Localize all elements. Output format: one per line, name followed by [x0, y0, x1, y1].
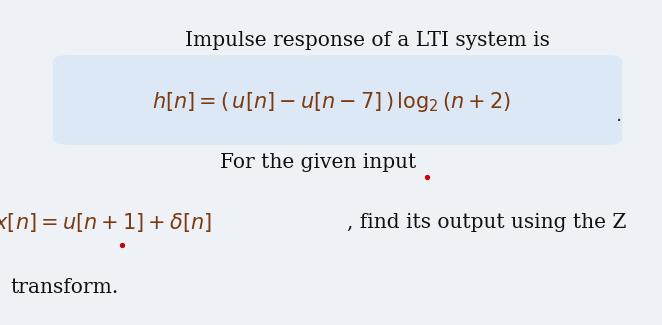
- Text: transform.: transform.: [10, 278, 118, 297]
- Text: $x[n] = u[n+1] + \delta[n]$: $x[n] = u[n+1] + \delta[n]$: [0, 211, 212, 234]
- Text: Impulse response of a LTI system is: Impulse response of a LTI system is: [185, 31, 550, 50]
- Text: $h[n] = (\,u[n] - u[n-7]\,)\,\log_2(n+2)$: $h[n] = (\,u[n] - u[n-7]\,)\,\log_2(n+2)…: [152, 90, 510, 114]
- Text: , find its output using the Z: , find its output using the Z: [347, 213, 626, 232]
- FancyBboxPatch shape: [53, 55, 622, 145]
- Text: .: .: [616, 106, 622, 125]
- Text: For the given input: For the given input: [220, 153, 416, 172]
